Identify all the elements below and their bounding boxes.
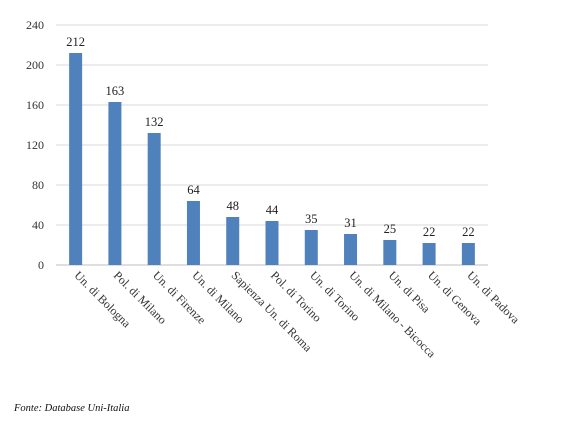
data-label: 48 [226, 199, 239, 213]
bar [226, 217, 240, 265]
data-label: 31 [344, 216, 357, 230]
data-label: 25 [384, 222, 397, 236]
bar [344, 234, 358, 265]
y-axis-ticks: 0 40 80 120 160 200 240 [26, 18, 44, 272]
gridlines [56, 24, 488, 266]
y-tick-label: 0 [38, 258, 44, 272]
bar [461, 243, 475, 265]
bar [383, 240, 397, 265]
bar [147, 133, 161, 265]
bar [69, 53, 83, 265]
bar [108, 102, 122, 265]
y-tick-label: 120 [26, 138, 44, 152]
bar [186, 201, 200, 265]
data-label: 64 [187, 183, 200, 197]
data-label: 44 [266, 203, 279, 217]
bars [69, 53, 475, 265]
data-label: 22 [462, 225, 475, 239]
data-label: 163 [106, 84, 125, 98]
y-tick-label: 40 [32, 218, 44, 232]
y-tick-label: 80 [32, 178, 44, 192]
bar [304, 230, 318, 265]
y-tick-label: 200 [26, 58, 44, 72]
source-note: Fonte: Database Uni-Italia [14, 403, 130, 414]
data-label: 22 [423, 225, 436, 239]
bar [422, 243, 436, 265]
y-tick-label: 240 [26, 18, 44, 32]
data-label: 35 [305, 212, 318, 226]
bar [265, 221, 279, 265]
y-tick-label: 160 [26, 98, 44, 112]
data-label: 212 [66, 35, 85, 49]
data-labels: 212 163 132 64 48 44 35 31 25 22 22 [66, 35, 474, 239]
data-label: 132 [145, 115, 164, 129]
